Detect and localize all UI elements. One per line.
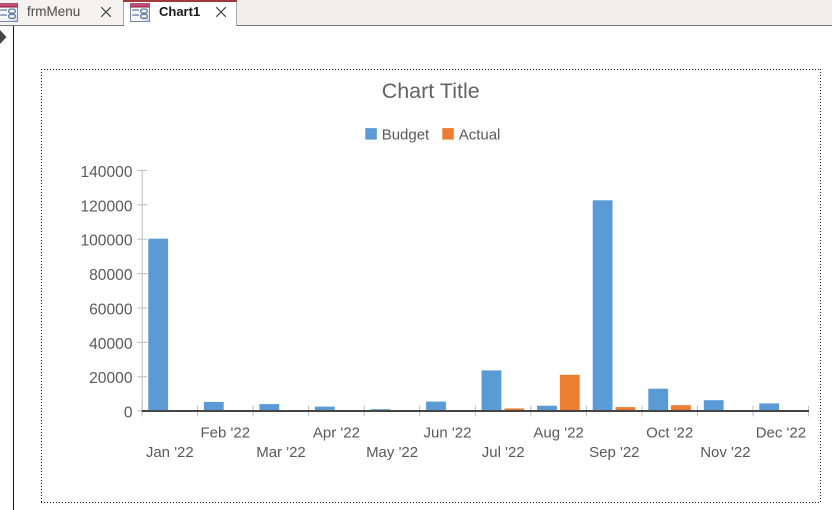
svg-text:Apr '22: Apr '22 [313, 425, 360, 442]
svg-text:Oct '22: Oct '22 [646, 425, 693, 442]
svg-text:Jun '22: Jun '22 [424, 425, 472, 442]
svg-text:60000: 60000 [89, 301, 133, 318]
svg-text:May '22: May '22 [366, 444, 418, 461]
svg-text:140000: 140000 [80, 164, 132, 181]
svg-text:100000: 100000 [80, 233, 132, 250]
svg-text:80000: 80000 [89, 267, 133, 284]
svg-text:Actual: Actual [459, 126, 501, 143]
svg-text:40000: 40000 [89, 336, 133, 353]
svg-text:Jul '22: Jul '22 [482, 444, 525, 461]
svg-text:Budget: Budget [382, 126, 430, 143]
svg-text:Jan '22: Jan '22 [146, 444, 194, 461]
svg-text:Mar '22: Mar '22 [256, 444, 306, 461]
svg-text:120000: 120000 [80, 198, 132, 215]
svg-text:0: 0 [124, 405, 133, 422]
svg-text:Aug '22: Aug '22 [533, 425, 583, 442]
svg-text:Feb '22: Feb '22 [201, 425, 251, 442]
svg-text:Chart Title: Chart Title [382, 79, 480, 103]
svg-text:Dec '22: Dec '22 [756, 425, 806, 442]
svg-text:Nov '22: Nov '22 [700, 444, 750, 461]
svg-text:Sep '22: Sep '22 [589, 444, 639, 461]
svg-text:20000: 20000 [89, 370, 133, 387]
